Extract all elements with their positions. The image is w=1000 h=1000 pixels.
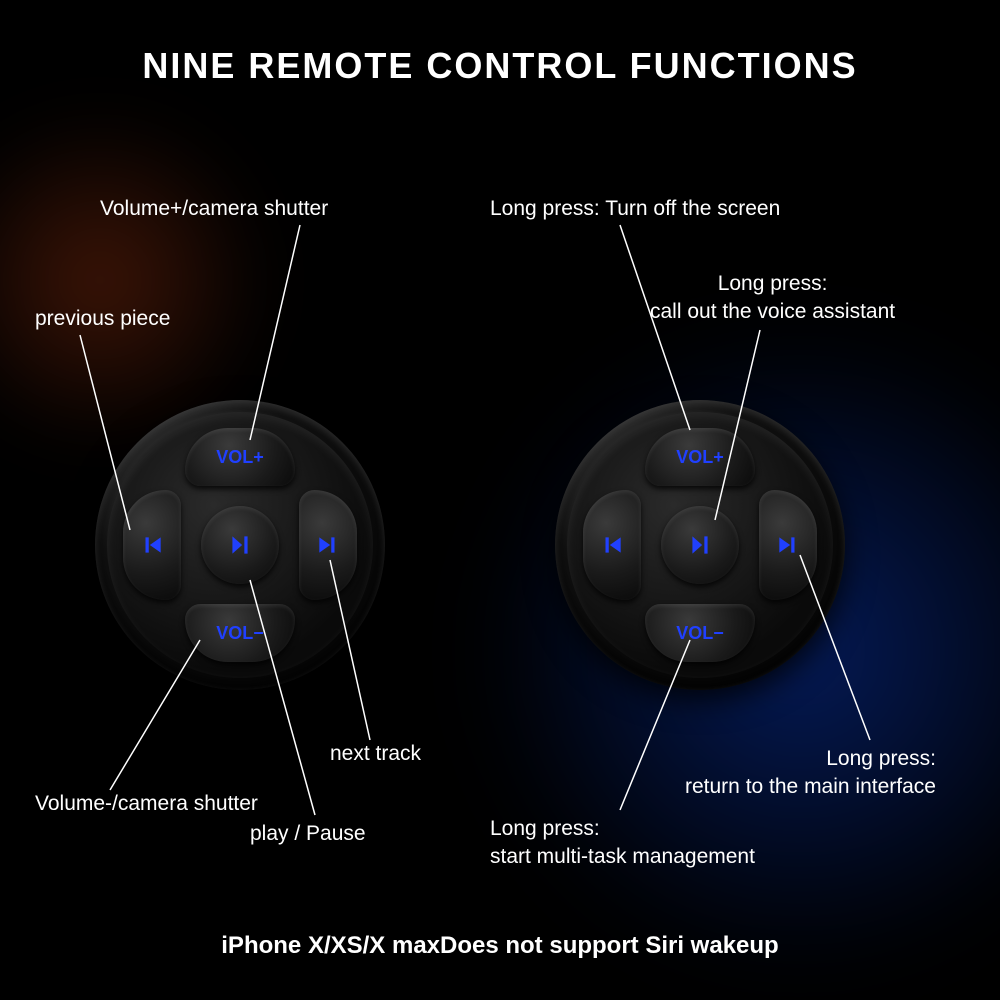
prev-track-icon-r <box>599 532 625 558</box>
play-pause-button[interactable] <box>201 506 279 584</box>
label-r-voldown: Long press: start multi-task management <box>490 815 755 872</box>
label-play: play / Pause <box>250 820 366 848</box>
label-volplus: Volume+/camera shutter <box>100 195 328 223</box>
vol-down-label-r: VOL− <box>676 623 724 644</box>
prev-track-button[interactable] <box>123 490 181 600</box>
prev-track-icon <box>139 532 165 558</box>
vol-up-label-r: VOL+ <box>676 447 724 468</box>
label-r-center-l2: call out the voice assistant <box>650 300 895 323</box>
label-r-voldown-l2: start multi-task management <box>490 845 755 868</box>
remote-right: VOL+ VOL− <box>555 400 845 690</box>
page-title: NINE REMOTE CONTROL FUNCTIONS <box>0 45 1000 87</box>
vol-up-button[interactable]: VOL+ <box>185 428 295 486</box>
label-volminus: Volume-/camera shutter <box>35 790 258 818</box>
label-r-next-l2: return to the main interface <box>685 775 936 798</box>
label-r-volplus: Long press: Turn off the screen <box>490 195 780 223</box>
play-pause-icon-r <box>687 532 713 558</box>
vol-up-label: VOL+ <box>216 447 264 468</box>
label-r-voldown-l1: Long press: <box>490 817 600 840</box>
vol-up-button-r[interactable]: VOL+ <box>645 428 755 486</box>
label-r-next-l1: Long press: <box>826 747 936 770</box>
play-pause-button-r[interactable] <box>661 506 739 584</box>
vol-down-label: VOL− <box>216 623 264 644</box>
label-next: next track <box>330 740 421 768</box>
remote-left: VOL+ VOL− <box>95 400 385 690</box>
next-track-icon <box>315 532 341 558</box>
play-pause-icon <box>227 532 253 558</box>
prev-track-button-r[interactable] <box>583 490 641 600</box>
label-r-center: Long press: call out the voice assistant <box>650 270 895 327</box>
label-prev: previous piece <box>35 305 170 333</box>
label-r-next: Long press: return to the main interface <box>685 745 936 802</box>
label-r-center-l1: Long press: <box>718 272 828 295</box>
footer-note: iPhone X/XS/X maxDoes not support Siri w… <box>0 932 1000 960</box>
next-track-icon-r <box>775 532 801 558</box>
